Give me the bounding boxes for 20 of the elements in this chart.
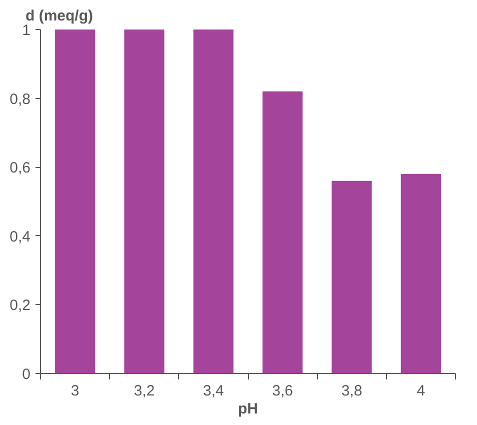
y-tick-label: 0,6 xyxy=(10,160,31,177)
bar xyxy=(124,30,164,374)
x-tick-label: 3 xyxy=(70,382,80,400)
x-tick-label: 4 xyxy=(416,382,426,400)
x-axis-title: pH xyxy=(238,400,258,418)
y-axis-title: d (meq/g) xyxy=(26,8,93,24)
x-tick-label: 3,8 xyxy=(341,382,362,400)
bar xyxy=(262,91,303,374)
y-tick-label: 0,8 xyxy=(10,90,31,108)
y-tick-label: 0,4 xyxy=(10,228,31,246)
y-tick-label: 0,2 xyxy=(10,297,31,314)
bar xyxy=(400,174,441,374)
y-tick-label: 0 xyxy=(22,366,30,383)
y-tick-label: 1 xyxy=(22,22,30,39)
x-tick-label: 3,6 xyxy=(272,382,294,400)
x-tick-label: 3,2 xyxy=(134,382,155,400)
x-tick-label: 3,4 xyxy=(202,382,224,400)
bar xyxy=(332,180,372,374)
bar xyxy=(193,30,234,374)
bar xyxy=(55,30,96,374)
